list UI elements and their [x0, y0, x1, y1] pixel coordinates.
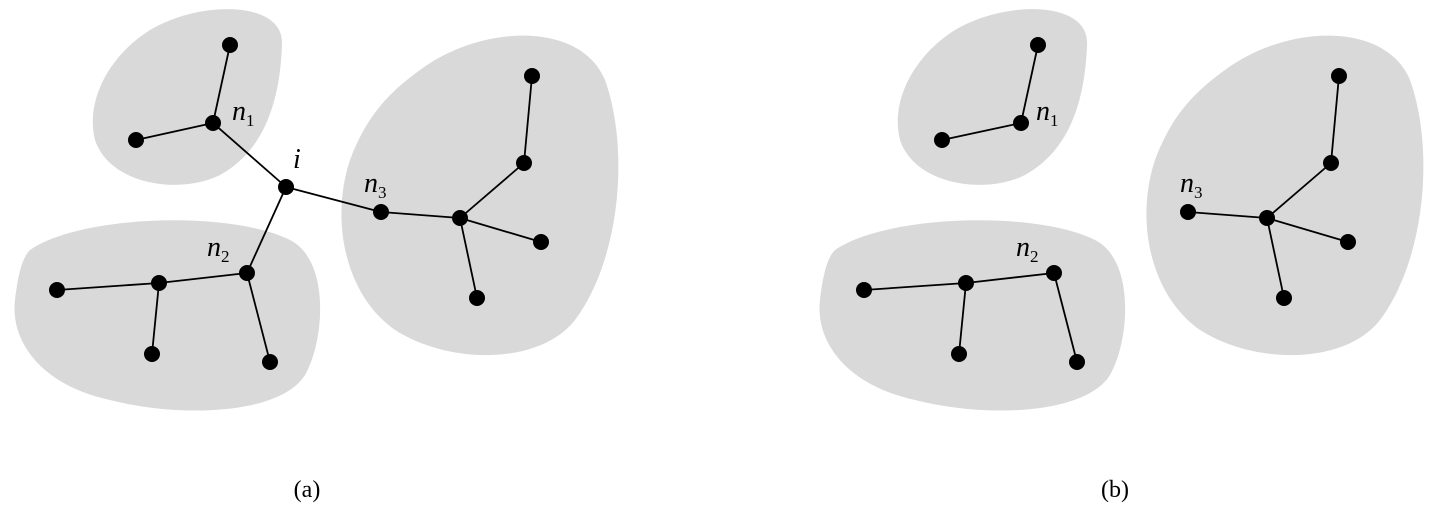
node-b-n2-left [856, 282, 872, 298]
edge-b-n3-hub [1187, 211, 1268, 219]
node-b-n2 [1046, 265, 1062, 281]
edge-a-n1-left [135, 122, 214, 141]
edge-b-mid-top [1330, 75, 1340, 164]
label-a-i: i [293, 144, 301, 175]
cluster-b-n2-blob [819, 220, 1126, 411]
node-a-n2-r [262, 354, 278, 370]
node-b-n3-r [1340, 234, 1356, 250]
node-b-n2-r [1069, 354, 1085, 370]
label-b-n3: n3 [1180, 168, 1203, 202]
edge-b-hub-r [1266, 217, 1349, 243]
edge-a-n1-top [212, 44, 231, 124]
node-a-n2 [239, 265, 255, 281]
label-a-n2: n2 [207, 232, 230, 266]
edge-a-n3-hub [380, 211, 461, 219]
node-a-n3-hub [452, 210, 468, 226]
node-b-n1-left [934, 132, 950, 148]
label-a-n1: n1 [232, 96, 255, 130]
label-b-n2: n2 [1016, 232, 1039, 266]
edge-b-mid-left [863, 282, 967, 291]
cluster-n3-blob [341, 35, 619, 356]
edge-a-hub-b [459, 217, 478, 299]
caption-a: (a) [294, 477, 321, 503]
cluster-b-n1-blob [897, 9, 1088, 185]
panel-a: n1 i n3 n2 (a) [14, 9, 619, 503]
edge-b-n1-left [941, 122, 1022, 141]
edge-b-hub-b [1266, 217, 1285, 299]
label-b-n1: n1 [1036, 96, 1059, 130]
node-b-n2-mid [958, 275, 974, 291]
edge-a-n2-mid [158, 272, 248, 284]
node-a-n3-top [524, 68, 540, 84]
node-a-n3 [373, 204, 389, 220]
edge-a-i-n3 [285, 186, 382, 213]
node-b-n3 [1180, 204, 1196, 220]
node-b-n3-top [1331, 68, 1347, 84]
panel-b: n1 n3 n2 (b) [819, 9, 1424, 503]
node-b-n1 [1013, 115, 1029, 131]
node-a-n2-down [144, 346, 160, 362]
node-a-n1-top [222, 37, 238, 53]
node-a-n3-r [533, 234, 549, 250]
edge-a-hub-mid [459, 162, 525, 219]
node-a-n2-left [49, 282, 65, 298]
node-a-n1 [205, 115, 221, 131]
node-a-n1-left [128, 132, 144, 148]
edge-b-n1-top [1020, 44, 1039, 124]
node-b-n3-mid [1323, 155, 1339, 171]
edge-a-mid-down [151, 282, 160, 355]
node-a-i [278, 179, 294, 195]
edge-b-mid-down [958, 282, 967, 355]
cluster-n2-blob [14, 220, 321, 411]
node-a-n3-b [469, 290, 485, 306]
label-a-n3: n3 [364, 168, 387, 202]
edge-b-n2-down [1053, 272, 1078, 363]
node-b-n2-down [951, 346, 967, 362]
edge-a-mid-left [56, 282, 160, 291]
edge-a-i-n2 [246, 186, 287, 274]
node-b-n1-top [1030, 37, 1046, 53]
edge-a-i-n1 [212, 122, 287, 188]
node-a-n3-mid [516, 155, 532, 171]
node-b-n3-b [1276, 290, 1292, 306]
edge-b-hub-mid [1266, 162, 1332, 219]
edge-b-n2-mid [965, 272, 1055, 284]
node-a-n2-mid [151, 275, 167, 291]
edge-a-mid-top [523, 75, 533, 164]
edge-a-n2-down [246, 272, 271, 363]
cluster-b-n3-blob [1146, 35, 1424, 356]
caption-b: (b) [1101, 477, 1129, 503]
node-b-n3-hub [1259, 210, 1275, 226]
edge-a-hub-r [459, 217, 542, 243]
